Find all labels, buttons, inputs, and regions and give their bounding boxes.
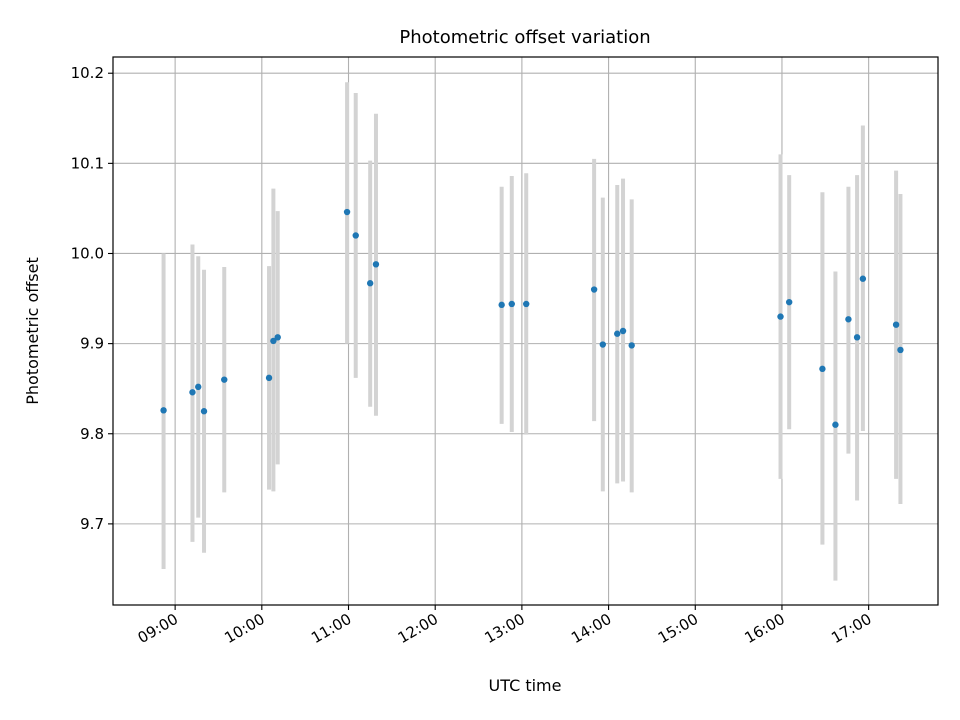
data-point <box>372 261 380 268</box>
y-tick-label: 10.0 <box>71 244 104 262</box>
y-tick-label: 9.9 <box>80 335 104 353</box>
data-points <box>160 208 904 428</box>
data-point <box>859 275 867 282</box>
data-point <box>832 421 839 428</box>
data-point <box>270 337 277 345</box>
y-axis-ticks: 9.7 9.8 9.9 10.0 10.1 10.2 <box>71 64 113 533</box>
data-point <box>619 327 627 335</box>
y-tick-label: 10.1 <box>71 154 104 172</box>
data-point <box>352 232 359 239</box>
data-point <box>195 383 202 391</box>
data-point <box>777 313 784 320</box>
y-tick-label: 10.2 <box>71 64 104 82</box>
y-axis-label: Photometric offset <box>23 257 42 405</box>
data-point <box>523 300 530 308</box>
data-point <box>614 330 621 337</box>
data-point <box>897 346 904 354</box>
data-point <box>274 334 281 341</box>
data-point <box>498 301 505 309</box>
data-point <box>221 376 228 383</box>
data-point <box>590 286 598 293</box>
data-point <box>508 300 515 308</box>
x-axis-label: UTC time <box>489 676 562 695</box>
data-point <box>599 341 606 348</box>
data-point <box>853 334 861 341</box>
data-point <box>265 374 273 382</box>
data-point <box>343 208 351 216</box>
plot-frame <box>112 56 939 606</box>
y-tick-label: 9.8 <box>80 425 104 443</box>
chart-title: Photometric offset variation <box>399 27 650 48</box>
data-point <box>189 389 196 396</box>
data-point <box>366 280 374 287</box>
data-point <box>785 298 793 306</box>
data-point <box>845 316 852 323</box>
data-point <box>160 407 167 414</box>
data-point <box>819 365 826 373</box>
data-point <box>892 321 900 328</box>
data-point <box>628 342 635 349</box>
y-tick-label: 9.7 <box>80 515 104 533</box>
data-point <box>200 408 208 415</box>
